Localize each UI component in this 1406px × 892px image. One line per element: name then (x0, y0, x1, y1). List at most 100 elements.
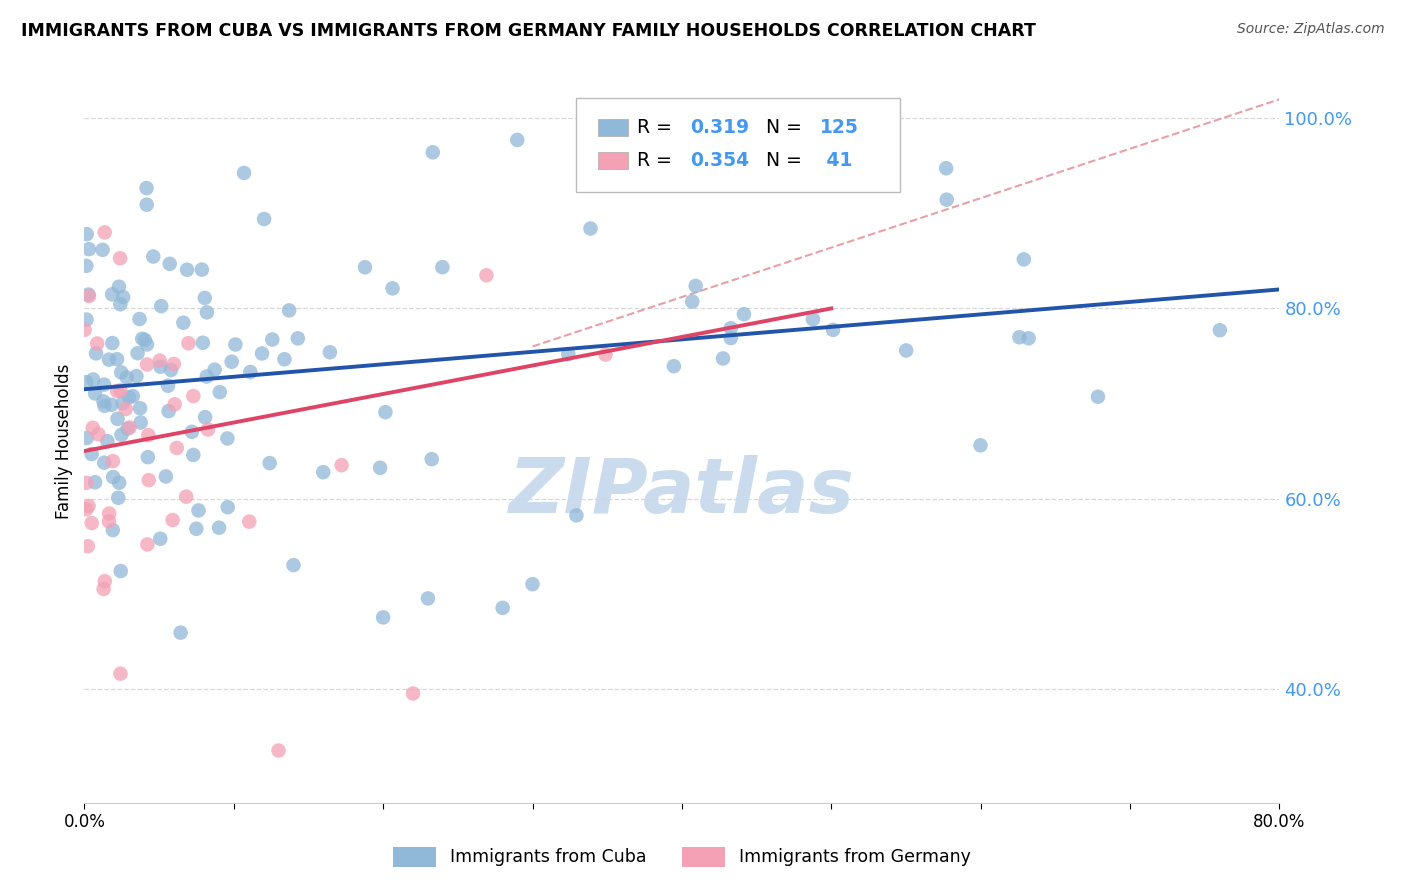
Immigrants from Cuba (1008, 330, 1031, 344)
Immigrants from Cuba (662, 359, 685, 374)
Immigrants from Germany (166, 441, 188, 455)
Immigrants from Cuba (1012, 252, 1035, 267)
Immigrants from Cuba (217, 432, 239, 446)
Immigrants from Cuba (262, 333, 284, 347)
Immigrants from Cuba (194, 410, 217, 425)
Immigrants from Germany (98, 507, 121, 521)
Immigrants from Cuba (492, 601, 515, 615)
Text: Source: ZipAtlas.com: Source: ZipAtlas.com (1237, 22, 1385, 37)
Immigrants from Cuba (180, 425, 202, 439)
Immigrants from Cuba (84, 386, 107, 401)
Immigrants from Cuba (373, 610, 395, 624)
Immigrants from Cuba (1018, 331, 1040, 345)
Immigrants from Cuba (107, 491, 129, 505)
Immigrants from Germany (183, 389, 205, 403)
Immigrants from Cuba (155, 469, 177, 483)
Immigrants from Cuba (96, 434, 118, 449)
Immigrants from Cuba (319, 345, 342, 359)
Immigrants from Cuba (82, 372, 104, 386)
Immigrants from Cuba (110, 564, 132, 578)
Immigrants from Cuba (131, 332, 153, 346)
Immigrants from Cuba (150, 299, 173, 313)
Immigrants from Cuba (149, 532, 172, 546)
Text: 125: 125 (820, 118, 859, 137)
Immigrants from Cuba (98, 352, 121, 367)
Immigrants from Cuba (108, 279, 131, 293)
Immigrants from Cuba (110, 297, 132, 311)
Immigrants from Germany (177, 336, 200, 351)
Immigrants from Germany (87, 427, 110, 442)
Immigrants from Cuba (136, 337, 159, 351)
Immigrants from Germany (595, 348, 617, 362)
Immigrants from Germany (101, 454, 124, 468)
Immigrants from Cuba (191, 335, 214, 350)
Immigrants from Cuba (733, 307, 755, 321)
Immigrants from Cuba (172, 316, 194, 330)
Immigrants from Cuba (75, 376, 97, 390)
Immigrants from Cuba (169, 625, 191, 640)
Immigrants from Cuba (107, 412, 129, 426)
Immigrants from Cuba (801, 312, 824, 326)
Immigrants from Germany (75, 475, 97, 490)
Immigrants from Germany (75, 502, 97, 516)
Immigrants from Germany (118, 420, 141, 434)
Immigrants from Cuba (101, 523, 124, 537)
Immigrants from Germany (114, 401, 136, 416)
Immigrants from Cuba (121, 389, 143, 403)
Immigrants from Germany (76, 539, 98, 553)
Immigrants from Germany (94, 574, 117, 589)
Immigrants from Cuba (186, 522, 208, 536)
Immigrants from Germany (110, 666, 132, 681)
Immigrants from Cuba (176, 262, 198, 277)
Immigrants from Cuba (420, 452, 443, 467)
Immigrants from Cuba (720, 331, 742, 345)
Legend: Immigrants from Cuba, Immigrants from Germany: Immigrants from Cuba, Immigrants from Ge… (387, 839, 977, 873)
Immigrants from Cuba (76, 312, 98, 326)
Immigrants from Germany (162, 513, 184, 527)
Text: 0.319: 0.319 (690, 118, 749, 137)
Immigrants from Germany (163, 397, 186, 411)
Immigrants from Cuba (142, 250, 165, 264)
Text: N =: N = (754, 151, 807, 170)
Immigrants from Cuba (149, 359, 172, 374)
Immigrants from Cuba (159, 257, 181, 271)
Immigrants from Germany (86, 336, 108, 351)
Y-axis label: Family Households: Family Households (55, 364, 73, 519)
Immigrants from Cuba (111, 396, 134, 410)
Immigrants from Cuba (118, 390, 141, 404)
Immigrants from Cuba (100, 398, 122, 412)
Immigrants from Cuba (134, 333, 156, 347)
Immigrants from Cuba (283, 558, 305, 573)
Immigrants from Germany (77, 289, 100, 303)
Immigrants from Germany (110, 384, 132, 398)
Immigrants from Germany (330, 458, 353, 473)
Immigrants from Cuba (127, 346, 149, 360)
Immigrants from Cuba (91, 243, 114, 257)
Immigrants from Cuba (77, 287, 100, 301)
Immigrants from Cuba (506, 133, 529, 147)
Immigrants from Cuba (84, 346, 107, 360)
Immigrants from Cuba (115, 370, 138, 384)
Immigrants from Cuba (191, 262, 214, 277)
Immigrants from Germany (105, 384, 128, 398)
Immigrants from Cuba (160, 363, 183, 377)
Immigrants from Cuba (194, 291, 217, 305)
Immigrants from Germany (267, 743, 290, 757)
Immigrants from Cuba (273, 352, 295, 367)
Immigrants from Cuba (108, 475, 131, 490)
Immigrants from Cuba (101, 336, 124, 351)
Immigrants from Cuba (187, 503, 209, 517)
Immigrants from Cuba (110, 427, 132, 442)
Immigrants from Cuba (195, 369, 218, 384)
Immigrants from Cuba (93, 394, 115, 409)
Immigrants from Cuba (711, 351, 734, 366)
Immigrants from Cuba (432, 260, 454, 275)
Immigrants from Cuba (217, 500, 239, 515)
Immigrants from Germany (475, 268, 498, 283)
Immigrants from Cuba (93, 399, 115, 413)
Immigrants from Cuba (135, 197, 157, 211)
Immigrants from Cuba (381, 281, 404, 295)
Immigrants from Cuba (93, 377, 115, 392)
Immigrants from Cuba (935, 193, 957, 207)
Immigrants from Cuba (287, 331, 309, 345)
